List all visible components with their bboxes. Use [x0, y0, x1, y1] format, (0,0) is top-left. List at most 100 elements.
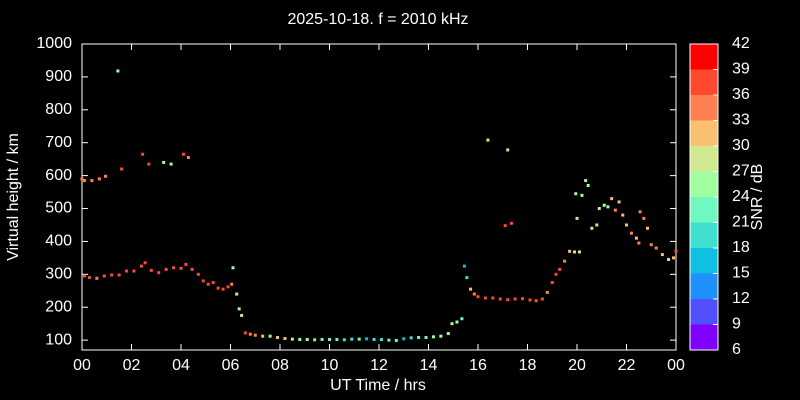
data-point — [149, 268, 153, 272]
chart-title: 2025-10-18. f = 2010 kHz — [287, 11, 468, 28]
data-point — [313, 338, 317, 342]
data-point — [649, 243, 653, 247]
data-point — [625, 223, 628, 227]
data-point — [558, 267, 562, 271]
data-point — [409, 336, 413, 340]
data-point — [248, 332, 252, 336]
data-point — [667, 258, 671, 262]
data-point — [660, 253, 664, 257]
data-point — [196, 272, 200, 276]
data-point — [613, 208, 617, 212]
data-point — [305, 337, 309, 341]
data-point — [320, 337, 324, 341]
data-point — [82, 274, 86, 278]
data-point — [646, 226, 650, 230]
data-point — [402, 337, 406, 341]
data-point — [184, 262, 188, 266]
data-point — [483, 296, 487, 300]
y-tick-label: 200 — [45, 298, 72, 315]
data-point — [540, 297, 544, 301]
data-point — [563, 259, 567, 263]
data-point — [584, 179, 588, 183]
data-point — [574, 192, 578, 196]
x-axis-label: UT Time / hrs — [330, 377, 426, 394]
data-point — [597, 207, 601, 211]
data-point — [568, 249, 572, 253]
data-point — [462, 264, 466, 268]
data-point — [654, 246, 658, 250]
colorbar-tick-label: 9 — [732, 316, 741, 333]
data-point — [237, 307, 241, 311]
y-tick-label: 800 — [45, 101, 72, 118]
data-point — [253, 333, 257, 337]
data-point — [506, 298, 510, 302]
data-point — [172, 266, 176, 270]
colorbar-band — [690, 146, 718, 172]
data-point — [157, 271, 161, 275]
colorbar-band — [690, 197, 718, 223]
data-point — [417, 335, 421, 339]
colorbar-tick-label: 36 — [732, 86, 750, 103]
data-point — [139, 264, 143, 268]
colorbar-band — [690, 120, 718, 146]
data-point — [283, 336, 287, 340]
data-point — [486, 138, 490, 142]
data-point — [465, 276, 469, 280]
data-point — [506, 148, 510, 152]
data-point — [211, 281, 215, 285]
data-point — [379, 337, 383, 341]
data-point — [87, 276, 91, 280]
colorbar-band — [690, 222, 718, 248]
data-point — [147, 162, 151, 166]
data-point — [577, 250, 581, 254]
data-point — [243, 331, 247, 335]
colorbar-tick-label: 18 — [732, 239, 750, 256]
data-point — [181, 152, 185, 156]
data-point — [595, 223, 599, 227]
x-tick-label: 12 — [370, 357, 388, 374]
data-point — [102, 274, 106, 278]
colorbar-band — [690, 171, 718, 197]
data-point — [328, 337, 331, 341]
data-point — [365, 337, 369, 341]
x-tick-label: 18 — [519, 357, 537, 374]
data-point — [424, 335, 428, 339]
data-point — [342, 338, 346, 342]
x-tick-label: 10 — [321, 357, 339, 374]
data-point — [235, 292, 239, 296]
data-point — [179, 266, 183, 270]
data-point — [97, 177, 101, 181]
data-point — [117, 273, 121, 277]
data-point — [226, 285, 230, 289]
colorbar-tick-label: 21 — [732, 214, 750, 231]
data-point — [439, 334, 443, 338]
data-point — [575, 216, 579, 220]
data-point — [120, 167, 124, 171]
data-point — [498, 297, 502, 301]
x-tick-label: 02 — [123, 357, 141, 374]
data-point — [141, 152, 145, 156]
data-point — [387, 338, 391, 342]
colorbar-tick-label: 12 — [732, 290, 750, 307]
data-point — [164, 267, 168, 271]
colorbar-band — [690, 273, 718, 299]
data-point — [190, 267, 194, 271]
data-point — [206, 282, 210, 286]
x-tick-label: 14 — [420, 357, 438, 374]
x-tick-label: 22 — [618, 357, 636, 374]
colorbar-tick-label: 39 — [732, 61, 750, 78]
colorbar-band — [690, 248, 718, 274]
colorbar-tick-label: 42 — [732, 35, 750, 52]
colorbar-tick-label: 27 — [732, 163, 750, 180]
data-point — [580, 193, 584, 197]
x-tick-label: 04 — [172, 357, 190, 374]
data-point — [143, 261, 147, 265]
data-point — [268, 334, 272, 338]
data-point — [80, 177, 84, 181]
y-tick-label: 1000 — [36, 35, 72, 52]
data-point — [431, 335, 435, 339]
data-point — [216, 286, 220, 290]
data-point — [450, 322, 454, 326]
data-point — [629, 231, 633, 235]
data-point — [491, 296, 495, 300]
